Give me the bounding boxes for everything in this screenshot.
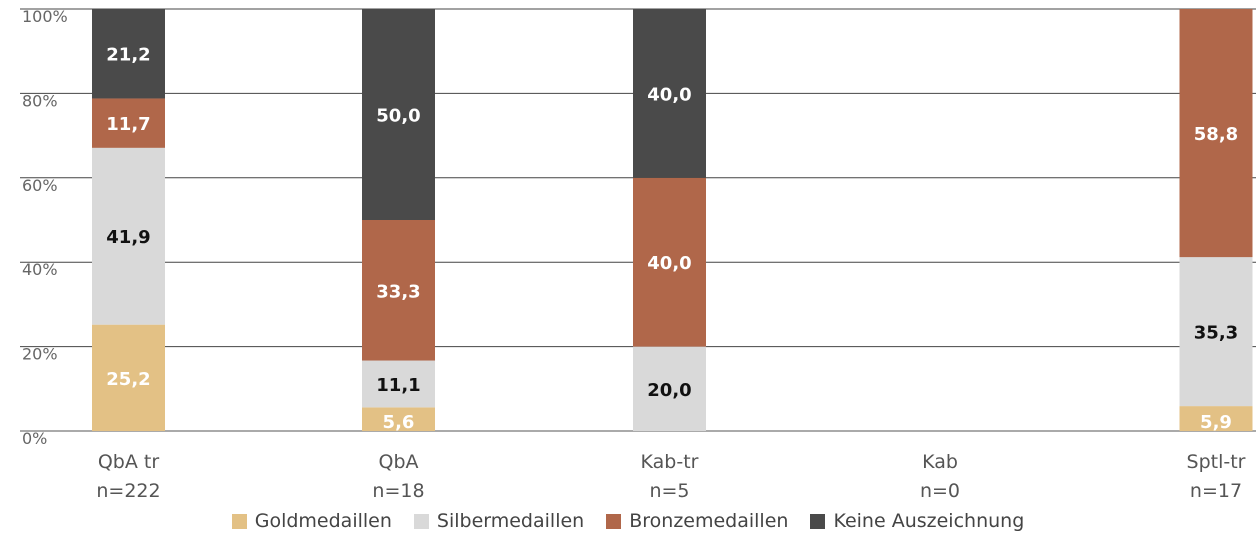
data-label: 20,0 bbox=[647, 380, 691, 401]
y-tick-label: 40% bbox=[22, 260, 58, 279]
x-tick-label: Kab bbox=[922, 451, 958, 473]
bar-segment bbox=[362, 360, 435, 408]
legend-label-gold: Goldmedaillen bbox=[254, 510, 392, 532]
legend-item-gold: Goldmedaillen bbox=[231, 510, 392, 532]
legend-item-bronze: Bronzemedaillen bbox=[606, 510, 788, 532]
x-tick-label: Sptl-tr bbox=[1187, 451, 1246, 473]
data-label: 25,2 bbox=[106, 369, 150, 390]
bar-segment bbox=[633, 177, 706, 347]
legend-label-silver: Silbermedaillen bbox=[436, 510, 585, 532]
bar-segment bbox=[92, 324, 165, 431]
bar-segment bbox=[92, 98, 165, 148]
stacked-bar-chart: 0% 20% 40% 60% 80% 100% 25,2 41,9 11,7 21,2 QbA tr… bbox=[20, 7, 1256, 502]
bar-segment bbox=[1179, 406, 1253, 431]
bar-segment bbox=[362, 9, 435, 220]
legend-label-none: Keine Auszeichnung bbox=[833, 510, 1025, 532]
data-label: 41,9 bbox=[106, 227, 150, 248]
bar-segment bbox=[1179, 257, 1253, 407]
data-label: 5,6 bbox=[383, 412, 415, 433]
x-tick-count-label: n=0 bbox=[920, 480, 960, 502]
data-label: 40,0 bbox=[647, 84, 691, 105]
bar-segment bbox=[92, 147, 165, 325]
y-tick-label: 0% bbox=[22, 429, 47, 448]
x-tick-label: Kab-tr bbox=[641, 451, 699, 473]
x-tick-count-label: n=17 bbox=[1190, 480, 1242, 502]
bar-segment bbox=[362, 220, 435, 361]
data-label: 35,3 bbox=[1194, 323, 1238, 344]
legend-swatch-silver bbox=[413, 513, 429, 529]
data-label: 40,0 bbox=[647, 253, 691, 274]
y-tick-label: 100% bbox=[22, 7, 68, 26]
legend-swatch-gold bbox=[231, 513, 247, 529]
y-tick-label: 20% bbox=[22, 345, 58, 364]
legend-swatch-bronze bbox=[606, 513, 622, 529]
x-tick-count-label: n=18 bbox=[372, 480, 424, 502]
y-tick-label: 60% bbox=[22, 176, 58, 195]
y-tick-label: 80% bbox=[22, 91, 58, 110]
x-tick-label: QbA tr bbox=[98, 451, 160, 473]
x-tick-label: QbA bbox=[378, 451, 418, 473]
data-label: 58,8 bbox=[1194, 124, 1238, 145]
x-tick-count-label: n=222 bbox=[96, 480, 160, 502]
bar-segment bbox=[1179, 9, 1253, 258]
legend-swatch-none bbox=[810, 513, 826, 529]
legend-item-silver: Silbermedaillen bbox=[413, 510, 585, 532]
bar-segment bbox=[92, 9, 165, 99]
data-label: 21,2 bbox=[106, 45, 150, 66]
legend-item-none: Keine Auszeichnung bbox=[810, 510, 1024, 532]
data-label: 5,9 bbox=[1200, 412, 1232, 433]
bar-segment bbox=[633, 9, 706, 178]
chart-legend: Goldmedaillen Silbermedaillen Bronzemeda… bbox=[0, 510, 1256, 532]
x-tick-count-label: n=5 bbox=[649, 480, 689, 502]
data-label: 50,0 bbox=[376, 106, 420, 127]
legend-label-bronze: Bronzemedaillen bbox=[629, 510, 789, 532]
data-label: 33,3 bbox=[376, 281, 420, 302]
bar-segment bbox=[633, 346, 706, 431]
bar-segment bbox=[362, 407, 435, 431]
data-label: 11,1 bbox=[376, 375, 420, 396]
data-label: 11,7 bbox=[106, 114, 150, 135]
